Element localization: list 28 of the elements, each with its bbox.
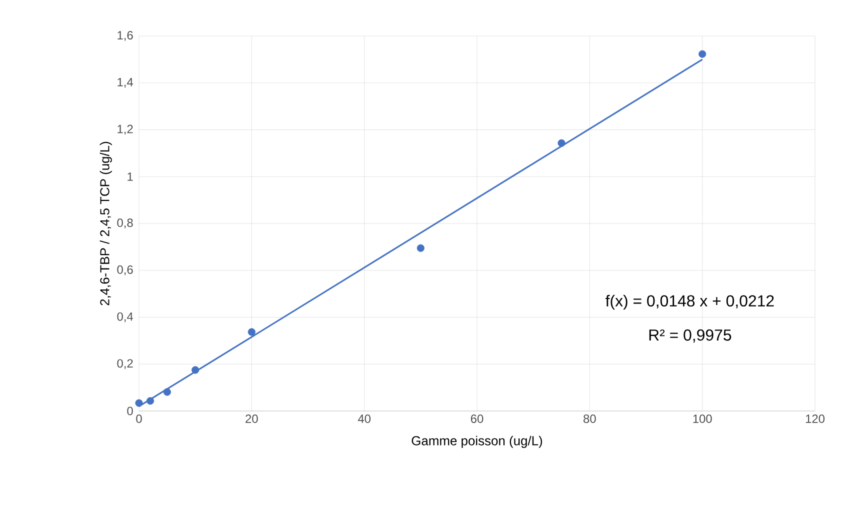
- annotation: R² = 0,9975: [649, 329, 732, 343]
- y-tick-label: 0,6: [117, 265, 133, 276]
- y-tick-label: 0: [127, 406, 133, 416]
- annotation: f(x) = 0,0148 x + 0,0212: [606, 294, 774, 310]
- point: [416, 244, 424, 252]
- point: [163, 388, 171, 396]
- point: [248, 328, 256, 336]
- y-tick-label: 0,4: [117, 312, 134, 322]
- x-tick-label: 0: [136, 414, 142, 423]
- x-tick-label: 120: [806, 414, 825, 423]
- point: [135, 399, 143, 407]
- y-tick-label: 1,2: [118, 124, 133, 135]
- x-axis-title: Gamme poisson (ug/L): [412, 436, 542, 448]
- y-tick-label: 0,8: [117, 218, 133, 228]
- x-tick-label: 40: [358, 414, 371, 423]
- x-tick-label: 80: [584, 414, 596, 423]
- point: [558, 139, 566, 147]
- y-tick-label: 0,2: [117, 359, 133, 370]
- y-tick-label: 1,4: [118, 78, 134, 88]
- x-tick-label: 60: [470, 414, 484, 423]
- point: [192, 366, 200, 374]
- x-tick-label: 100: [693, 414, 712, 423]
- point: [698, 50, 706, 58]
- y-tick-label: 1,6: [118, 31, 133, 41]
- point: [146, 397, 154, 405]
- x-tick-label: 20: [246, 414, 258, 423]
- y-tick-label: 1: [128, 172, 133, 181]
- y-axis-title: 2,4,6-TBP / 2,4,5 TCP (ug/L): [100, 142, 112, 306]
